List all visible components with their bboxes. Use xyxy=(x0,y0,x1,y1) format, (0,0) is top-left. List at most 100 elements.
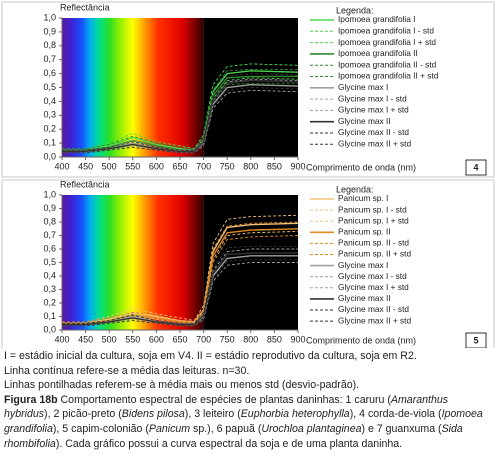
caption-run: Bidens pilosa xyxy=(121,408,185,421)
legend-label: Glycine max II - std xyxy=(338,304,409,314)
x-tick-label: 500 xyxy=(102,161,117,171)
legend-label: Glycine max I + std xyxy=(338,105,409,115)
y-tick-label: 0,4 xyxy=(43,96,56,106)
series-line xyxy=(62,259,298,327)
legend-label: Glycine max I - std xyxy=(338,271,407,281)
x-tick-label: 650 xyxy=(172,161,187,171)
caption-run: ), 4 corda-de-viola ( xyxy=(349,408,442,421)
y-tick-label: 0,4 xyxy=(43,270,56,280)
y-tick-label: 0,3 xyxy=(43,110,56,120)
legend-label: Panicum sp. I xyxy=(338,193,388,203)
x-tick-label: 700 xyxy=(196,161,211,171)
y-tick-label: 0,1 xyxy=(43,137,56,147)
legend-label: Panicum sp. I - std xyxy=(338,204,407,214)
legend-label: Ipomoea grandifolia II - std xyxy=(338,59,437,69)
panel-frame xyxy=(1,1,495,178)
legend-label: Panicum sp. II - std xyxy=(338,238,409,248)
x-tick-label: 800 xyxy=(243,334,258,344)
x-axis-title: Comprimento de onda (nm) xyxy=(306,162,416,172)
series-line xyxy=(62,228,299,325)
legend-label: Glycine max I - std xyxy=(338,93,407,103)
x-tick-label: 550 xyxy=(125,334,140,344)
legend-label: Ipomoea grandifolia II xyxy=(338,48,418,58)
legend-label: Glycine max II + std xyxy=(338,138,411,148)
figure: Reflectância 0,0 0,1 0,2 0,3 0,4 0,5 0,6 0,7 0,8 0… xyxy=(1,1,495,351)
legend-label: Glycine max II + std xyxy=(338,315,411,325)
legend-label: Panicum sp. I + std xyxy=(338,215,409,225)
legend-label: Ipomoea grandifolia I + std xyxy=(338,37,436,47)
series-line xyxy=(62,70,299,151)
caption-run: Urochloa plantaginea xyxy=(261,422,362,435)
x-tick-label: 900 xyxy=(290,161,305,171)
legend-label: Ipomoea grandifolia II + std xyxy=(338,71,439,81)
legend-label: Panicum sp. II xyxy=(338,226,391,236)
series-line xyxy=(62,214,299,323)
x-tick-label: 850 xyxy=(267,161,282,171)
series-line xyxy=(62,79,299,153)
note: Linhas pontilhadas referem-se à média ma… xyxy=(4,379,360,392)
note: I = estádio inicial da cultura, soja em … xyxy=(4,350,417,362)
note: Linha contínua refere-se a média das lei… xyxy=(4,364,250,377)
x-tick-label: 600 xyxy=(149,334,164,344)
legend-label: Glycine max I xyxy=(338,82,388,92)
series-line xyxy=(62,252,298,326)
y-tick-label: 0,6 xyxy=(43,243,56,253)
legend-label: Glycine max II - std xyxy=(338,127,409,137)
spectrum-band xyxy=(62,18,204,157)
y-tick-label: 0,0 xyxy=(43,151,56,161)
x-tick-label: 600 xyxy=(149,161,164,171)
y-tick-label: 0,7 xyxy=(43,230,56,240)
series-line xyxy=(62,245,298,324)
legend-label: Glycine max II xyxy=(338,116,391,126)
caption-run: ) e 7 guanxuma ( xyxy=(361,422,442,435)
y-tick-label: 1,0 xyxy=(43,12,56,22)
caption-run: Euphorbia heterophylla xyxy=(240,408,350,421)
caption-run: Ipomoea grandifolia xyxy=(4,408,483,435)
spectrum-band xyxy=(62,195,204,330)
caption-run: Amaranthus hybridus xyxy=(4,393,449,421)
legend-label: Ipomoea grandifolia I - std xyxy=(338,25,434,35)
y-tick-label: 1,0 xyxy=(43,189,56,199)
caption-run: Panicum xyxy=(148,422,191,435)
y-tick-label: 0,8 xyxy=(43,216,56,226)
caption-run: sp.), 6 papuã ( xyxy=(190,422,262,435)
y-axis-title: Reflectância xyxy=(60,179,110,189)
panel-number-box xyxy=(465,159,487,176)
x-tick-label: 750 xyxy=(220,161,235,171)
y-tick-label: 0,3 xyxy=(43,284,56,294)
caption-run: ), 5 capim-colonião ( xyxy=(52,422,149,435)
x-tick-label: 400 xyxy=(54,161,69,171)
y-tick-label: 0,8 xyxy=(43,40,56,50)
y-tick-label: 0,0 xyxy=(43,324,56,334)
y-axis-title: Reflectância xyxy=(60,2,110,12)
legend-label: Glycine max I xyxy=(338,260,388,270)
caption-run: Sida rhombifolia xyxy=(4,422,463,450)
series-line xyxy=(62,73,299,151)
y-tick-label: 0,1 xyxy=(43,311,56,321)
caption-run: ). Cada gráfico possui a curva espectral… xyxy=(55,437,403,450)
caption-block: I = estádio inicial da cultura, soja em … xyxy=(4,349,496,451)
x-tick-label: 700 xyxy=(196,334,211,344)
y-tick-label: 0,9 xyxy=(43,203,56,213)
caption: Figura 18b Comportamento espectral de es… xyxy=(4,393,496,451)
y-tick-label: 0,6 xyxy=(43,68,56,78)
series-line xyxy=(62,221,299,323)
x-tick-label: 550 xyxy=(125,161,140,171)
x-tick-label: 750 xyxy=(220,334,235,344)
x-tick-label: 850 xyxy=(267,334,282,344)
x-tick-label: 800 xyxy=(243,161,258,171)
y-tick-label: 0,5 xyxy=(43,82,56,92)
legend-title: Legenda: xyxy=(336,5,374,15)
legend-title: Legenda: xyxy=(336,184,374,194)
y-tick-label: 0,7 xyxy=(43,54,56,64)
x-tick-label: 900 xyxy=(290,334,305,344)
panel-number: 4 xyxy=(473,162,478,172)
caption-run: ), 3 leiteiro ( xyxy=(184,408,241,421)
legend-label: Glycine max II xyxy=(338,293,391,303)
legend-label: Ipomoea grandifolia I xyxy=(338,14,416,24)
legend-label: Panicum sp. II + std xyxy=(338,249,411,259)
caption-run: Comportamento espectral de espécies de p… xyxy=(60,393,391,406)
y-tick-label: 0,9 xyxy=(43,26,56,36)
series-line xyxy=(62,68,298,150)
